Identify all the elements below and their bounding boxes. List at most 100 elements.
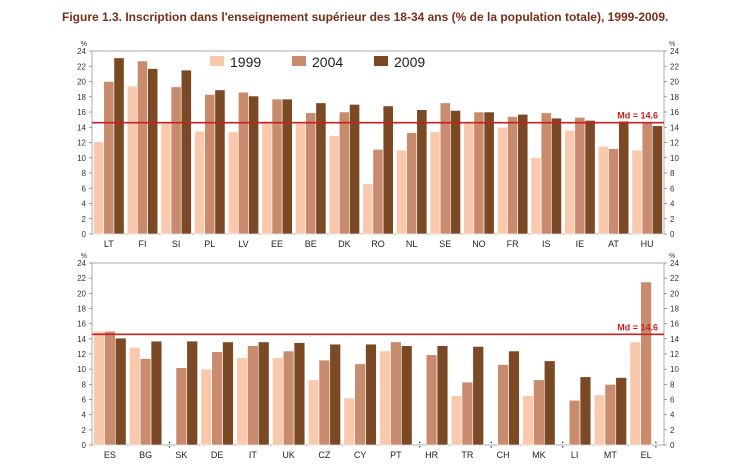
panel2-bar-CY-1999 (343, 397, 356, 446)
panel1-bar-SI-1999 (160, 123, 172, 235)
panel1-category-label: FI (138, 239, 146, 249)
panel1-bar-EE-2009 (281, 98, 293, 235)
panel2-ytick-left-label: 22 (77, 274, 86, 283)
panel1-bar-FR-1999 (496, 126, 508, 235)
panel1-bar-LT-1999 (93, 141, 105, 235)
panel1-ytick-left-label: 2 (82, 215, 87, 224)
panel2-ytick-right-label: 12 (670, 350, 679, 359)
panel1-ytick-right-label: 2 (670, 215, 675, 224)
panel1-bar-DK-1999 (328, 135, 340, 235)
panel1-ytick-right-label: 22 (670, 62, 679, 71)
panel1-ytick-right-label: 8 (670, 169, 675, 178)
panel1-bar-IS-1999 (530, 157, 542, 235)
panel2-ytick-left-label: 18 (77, 305, 86, 314)
panel1-bar-IE-2009 (584, 120, 596, 235)
panel2-ytick-right-label: 6 (670, 396, 675, 405)
panel2-ytick-left-label: 8 (82, 380, 87, 389)
panel1-bar-NO-1999 (463, 123, 475, 235)
panel2-bar-MT-2009 (615, 377, 627, 446)
panel1-ytick-right-label: 10 (670, 154, 679, 163)
panel1-bar-AT-1999 (597, 146, 609, 235)
panel2-missing-marker: ⠅ (561, 441, 567, 450)
panel2-ytick-left-label: 16 (77, 320, 86, 329)
panel1-ytick-left-label: 8 (82, 169, 87, 178)
panel1-bar-NO-2004 (473, 111, 485, 235)
panel1-ytick-left-label: 14 (77, 123, 86, 132)
panel1-category-label: RO (371, 239, 385, 249)
panel2-bar-CZ-2009 (329, 343, 341, 446)
panel1-bar-NL-2004 (406, 132, 418, 235)
panel2-bar-PT-1999 (379, 350, 391, 446)
panel1-category-label: HU (641, 239, 654, 249)
panel1-category-label: NO (472, 239, 486, 249)
panel1-yunit-right: % (669, 41, 675, 48)
panel2-category-label: UK (282, 450, 295, 460)
panel2-bar-CZ-2004 (318, 359, 331, 446)
panel2-bar-ES-1999 (93, 330, 105, 446)
panel2-ytick-left-label: 4 (82, 411, 87, 420)
panel1-bar-HU-1999 (631, 149, 643, 235)
panel2-bar-EL-1999 (629, 341, 642, 446)
panel2-ytick-right-label: 14 (670, 335, 679, 344)
panel1-bar-PL-2004 (204, 94, 216, 235)
panel2-bar-IT-1999 (236, 357, 248, 446)
panel2-bar-BG-2009 (150, 340, 163, 446)
panel2-ytick-right-label: 10 (670, 365, 679, 374)
panel1-category-label: DK (338, 239, 351, 249)
panel1-category-label: PL (204, 239, 215, 249)
panel1-bar-AT-2009 (618, 120, 630, 235)
panel2-bar-DE-1999 (200, 368, 213, 446)
panel1-bar-LV-2004 (238, 91, 249, 235)
panel1-bar-HU-2004 (641, 121, 653, 235)
panel1-bar-NO-2009 (483, 111, 495, 235)
panel2-ytick-right-label: 0 (670, 441, 675, 450)
panel1-bar-SI-2009 (180, 69, 192, 235)
panel2-bar-PT-2004 (390, 341, 402, 446)
panel2-bar-ES-2004 (104, 330, 116, 446)
panel2-bar-HR-2009 (436, 345, 449, 446)
panel2-ytick-left-label: 10 (77, 365, 86, 374)
panel1-bar-LT-2009 (113, 57, 125, 235)
panel2-bar-UK-2009 (293, 342, 306, 446)
panel1-category-label: EE (271, 239, 283, 249)
panel1-bar-AT-2004 (608, 148, 619, 235)
panel2-bar-MT-2004 (604, 384, 617, 446)
panel1-category-label: IS (542, 239, 551, 249)
panel1-category-label: AT (608, 239, 619, 249)
panel1-bar-IE-1999 (564, 130, 576, 235)
panel1-ytick-left-label: 16 (77, 108, 86, 117)
panel1-bar-SE-2009 (450, 110, 461, 235)
panel1-bar-IS-2009 (551, 117, 562, 235)
panel1-bar-FR-2004 (507, 116, 518, 235)
panel1-ytick-left-label: 10 (77, 154, 86, 163)
panel1-ytick-left-label: 18 (77, 93, 86, 102)
panel1-legend-label-2009: 2009 (394, 54, 425, 70)
panel1-bar-SI-2004 (170, 86, 182, 235)
panel2-category-label: CY (354, 450, 367, 460)
panel2-yunit-right: % (669, 253, 675, 260)
panel1-category-label: NL (406, 239, 418, 249)
panel1-bar-IS-2004 (540, 112, 552, 235)
figure-title: Figure 1.3. Inscription dans l'enseignem… (62, 10, 669, 24)
panel1-yunit-left: % (81, 41, 87, 48)
panel1-bar-IE-2004 (574, 117, 586, 235)
panel1-bar-EE-2004 (271, 98, 283, 235)
panel2-bar-TR-2004 (461, 381, 474, 446)
panel1-bar-FR-2009 (517, 113, 529, 235)
panel2-category-label: BG (139, 450, 152, 460)
panel1-bar-NL-1999 (396, 149, 407, 235)
panel2-category-label: MK (532, 450, 546, 460)
panel1-bar-PL-1999 (194, 130, 205, 235)
panel1-legend-swatch-2004 (292, 56, 306, 66)
panel2-category-label: IT (249, 450, 258, 460)
panel2-category-label: ES (104, 450, 116, 460)
panel1-ytick-right-label: 20 (670, 78, 679, 87)
panel2-bar-MK-1999 (522, 395, 534, 446)
panel1-ytick-left-label: 22 (77, 62, 86, 71)
panel2-ytick-right-label: 16 (670, 320, 679, 329)
panel2-ytick-right-label: 24 (670, 259, 679, 268)
panel2-bar-LI-2004 (568, 399, 581, 446)
panel2-category-label: EL (641, 450, 652, 460)
panel2-bar-DE-2009 (222, 341, 234, 446)
